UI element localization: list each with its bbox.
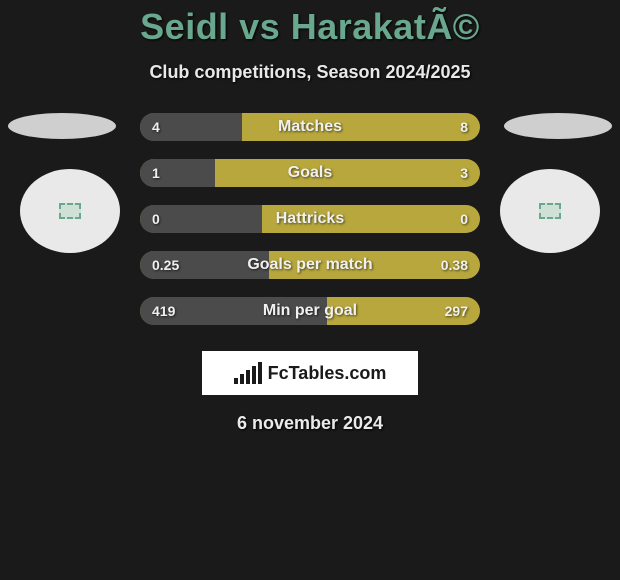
stat-row: 00Hattricks: [140, 205, 480, 233]
player-left-ellipse: [8, 113, 116, 139]
stat-row: 0.250.38Goals per match: [140, 251, 480, 279]
stat-right-value: 3: [460, 159, 468, 187]
placeholder-image-icon: [539, 203, 561, 219]
placeholder-image-icon: [59, 203, 81, 219]
stat-left-value: 4: [152, 113, 160, 141]
player-right-ellipse: [504, 113, 612, 139]
stat-left-value: 0: [152, 205, 160, 233]
page-title: Seidl vs HarakatÃ©: [0, 6, 620, 48]
page-root: Seidl vs HarakatÃ© Club competitions, Se…: [0, 0, 620, 580]
stat-left-value: 0.25: [152, 251, 179, 279]
player-right-avatar: [500, 169, 600, 253]
stat-row: 48Matches: [140, 113, 480, 141]
source-logo: FcTables.com: [202, 351, 418, 395]
stat-right-value: 0.38: [441, 251, 468, 279]
snapshot-date: 6 november 2024: [0, 413, 620, 434]
stat-right-value: 297: [445, 297, 468, 325]
comparison-area: 48Matches13Goals00Hattricks0.250.38Goals…: [0, 113, 620, 343]
player-left-avatar: [20, 169, 120, 253]
page-subtitle: Club competitions, Season 2024/2025: [0, 62, 620, 83]
stat-left-value: 1: [152, 159, 160, 187]
source-logo-text: FcTables.com: [268, 363, 387, 384]
stat-right-value: 0: [460, 205, 468, 233]
bar-chart-icon: [234, 362, 262, 384]
stat-row: 419297Min per goal: [140, 297, 480, 325]
stat-row: 13Goals: [140, 159, 480, 187]
stat-right-value: 8: [460, 113, 468, 141]
stat-left-value: 419: [152, 297, 175, 325]
stat-bars: 48Matches13Goals00Hattricks0.250.38Goals…: [140, 113, 480, 343]
